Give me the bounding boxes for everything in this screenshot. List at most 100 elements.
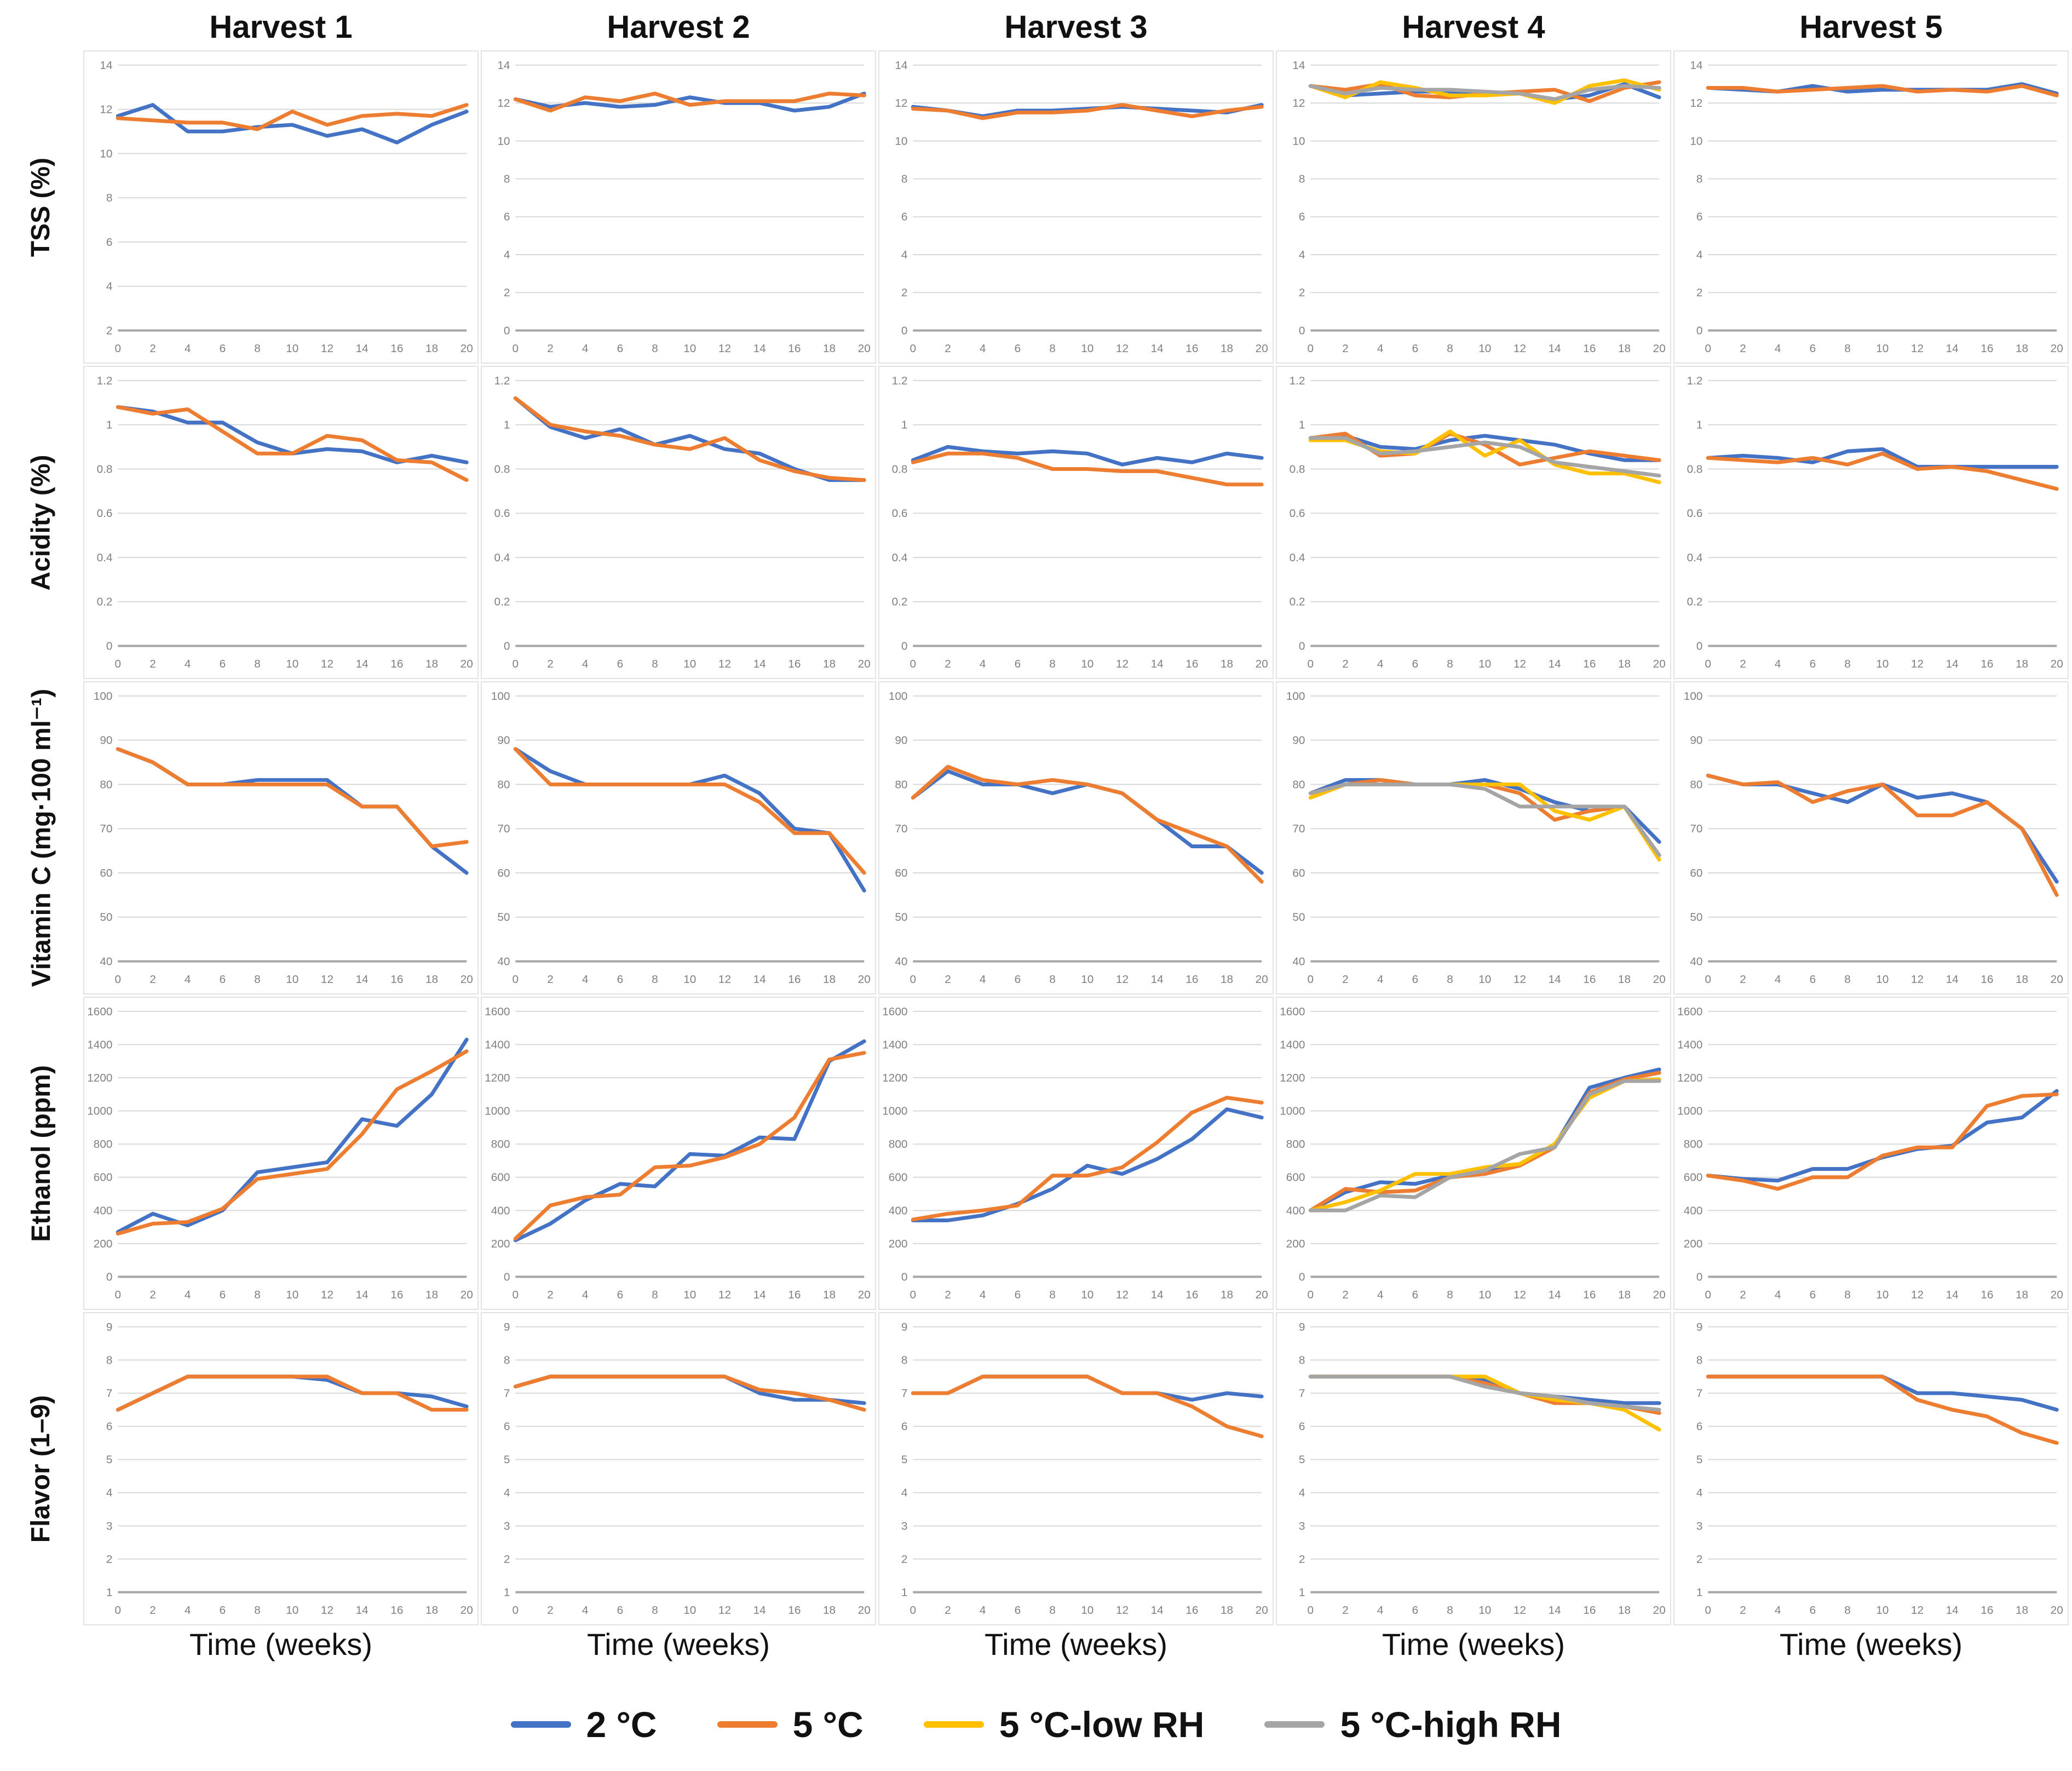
svg-text:800: 800 [491, 1138, 510, 1151]
svg-text:16: 16 [788, 342, 801, 355]
svg-text:0: 0 [910, 1604, 917, 1617]
svg-text:0.4: 0.4 [892, 551, 908, 564]
svg-text:4: 4 [1775, 342, 1781, 355]
chart-panel-vitamin-harvest-1: 40 50 60 70 80 90 100 0 2 4 6 8 10 12 14 16 18 20 [83, 681, 479, 994]
svg-text:16: 16 [788, 973, 801, 986]
series-line-5-c-high-rh [1308, 782, 1661, 858]
svg-text:8: 8 [901, 173, 908, 185]
svg-text:0.6: 0.6 [97, 507, 113, 520]
svg-text:2: 2 [547, 658, 554, 670]
svg-text:14: 14 [100, 59, 112, 72]
svg-text:0: 0 [1705, 342, 1712, 355]
svg-text:1400: 1400 [485, 1038, 510, 1051]
svg-text:5: 5 [1696, 1453, 1703, 1466]
svg-text:0: 0 [1696, 1270, 1703, 1283]
svg-text:6: 6 [106, 1421, 113, 1433]
svg-text:6: 6 [1810, 658, 1816, 670]
svg-text:1: 1 [1299, 419, 1305, 432]
svg-text:2: 2 [149, 342, 156, 355]
svg-text:18: 18 [1221, 342, 1233, 355]
row-label-cell: Vitamin C (mg·100 ml⁻¹) [0, 680, 82, 996]
svg-text:8: 8 [504, 1354, 510, 1366]
svg-text:14: 14 [1549, 1604, 1561, 1617]
svg-text:6: 6 [504, 1421, 510, 1433]
svg-text:8: 8 [254, 973, 261, 986]
svg-text:16: 16 [1185, 658, 1198, 670]
svg-text:18: 18 [1618, 658, 1631, 670]
svg-text:2: 2 [945, 1604, 951, 1617]
svg-text:0: 0 [910, 1289, 917, 1301]
svg-text:60: 60 [100, 867, 112, 879]
svg-text:12: 12 [321, 1604, 333, 1617]
svg-text:4: 4 [1377, 658, 1384, 670]
svg-text:4: 4 [1377, 1289, 1384, 1301]
svg-text:0.6: 0.6 [892, 507, 908, 520]
svg-text:8: 8 [652, 658, 658, 670]
svg-text:12: 12 [321, 342, 333, 355]
svg-text:4: 4 [980, 342, 986, 355]
svg-text:0: 0 [1308, 1604, 1314, 1617]
svg-text:200: 200 [889, 1238, 908, 1250]
svg-text:16: 16 [1583, 1289, 1596, 1301]
svg-text:8: 8 [1844, 342, 1851, 355]
svg-text:0: 0 [1308, 342, 1314, 355]
legend-line-swatch [923, 1721, 984, 1728]
svg-text:2: 2 [1696, 1553, 1703, 1566]
svg-text:2: 2 [149, 1289, 156, 1301]
chart-panel-tss-harvest-5: 0 2 4 6 8 10 12 14 0 2 4 6 8 10 12 14 16 18 20 [1673, 50, 2069, 364]
svg-text:8: 8 [106, 192, 113, 204]
svg-text:16: 16 [1981, 658, 1993, 670]
svg-text:12: 12 [1911, 342, 1924, 355]
svg-text:80: 80 [497, 778, 510, 791]
svg-text:14: 14 [1151, 658, 1164, 670]
svg-text:6: 6 [1015, 1289, 1021, 1301]
svg-text:8: 8 [254, 1289, 261, 1301]
svg-text:2: 2 [1740, 342, 1746, 355]
svg-text:14: 14 [1946, 342, 1959, 355]
svg-text:18: 18 [1221, 1604, 1233, 1617]
svg-text:4: 4 [901, 249, 908, 261]
svg-text:10: 10 [286, 658, 298, 670]
chart-panel-ethanol-harvest-1: 0 200 400 600 800 1000 1200 1400 1600 0 2 4 6 8 10 12 14… [83, 997, 479, 1310]
svg-text:10: 10 [683, 1289, 696, 1301]
svg-text:80: 80 [1690, 778, 1702, 791]
svg-text:4: 4 [185, 1604, 191, 1617]
svg-text:14: 14 [497, 59, 510, 72]
svg-text:8: 8 [1299, 173, 1305, 185]
series-line-2-c [513, 396, 866, 482]
svg-text:18: 18 [425, 1289, 438, 1301]
svg-text:16: 16 [390, 1289, 403, 1301]
svg-text:8: 8 [1049, 1289, 1056, 1301]
svg-text:0: 0 [901, 1270, 908, 1283]
chart-svg: 0 0.2 0.4 0.6 0.8 1 1.2 0 2 4 6 8 10 12 14 16 18 20 [494, 375, 871, 670]
svg-text:10: 10 [1876, 658, 1889, 670]
svg-text:1400: 1400 [1677, 1038, 1702, 1051]
series-line-5-c-low-rh [1308, 78, 1661, 105]
svg-text:2: 2 [901, 286, 908, 299]
svg-text:2: 2 [1740, 1289, 1746, 1301]
svg-text:4: 4 [504, 249, 510, 261]
svg-text:10: 10 [1690, 135, 1702, 147]
svg-text:14: 14 [1151, 1604, 1164, 1617]
svg-text:10: 10 [1081, 342, 1093, 355]
svg-text:400: 400 [491, 1204, 510, 1217]
svg-text:0: 0 [115, 1604, 122, 1617]
svg-text:0.8: 0.8 [494, 463, 510, 475]
svg-text:6: 6 [220, 1289, 226, 1301]
svg-text:10: 10 [1081, 1289, 1093, 1301]
svg-text:14: 14 [356, 342, 369, 355]
svg-text:400: 400 [94, 1204, 113, 1217]
chart-svg: 0 200 400 600 800 1000 1200 1400 1600 0 2 4 6 8 10 12 14… [1280, 1005, 1666, 1301]
svg-text:18: 18 [823, 342, 836, 355]
svg-text:4: 4 [185, 342, 191, 355]
svg-text:14: 14 [356, 1604, 369, 1617]
svg-text:8: 8 [901, 1354, 908, 1366]
svg-text:8: 8 [1049, 973, 1056, 986]
svg-text:0.6: 0.6 [1290, 507, 1305, 520]
svg-text:4: 4 [185, 973, 191, 986]
svg-text:0: 0 [1299, 1270, 1305, 1283]
svg-text:4: 4 [901, 1487, 908, 1499]
svg-text:4: 4 [1696, 1487, 1703, 1499]
chart-svg: 40 50 60 70 80 90 100 0 2 4 6 8 10 12 14 16 18 20 [1684, 690, 2063, 986]
